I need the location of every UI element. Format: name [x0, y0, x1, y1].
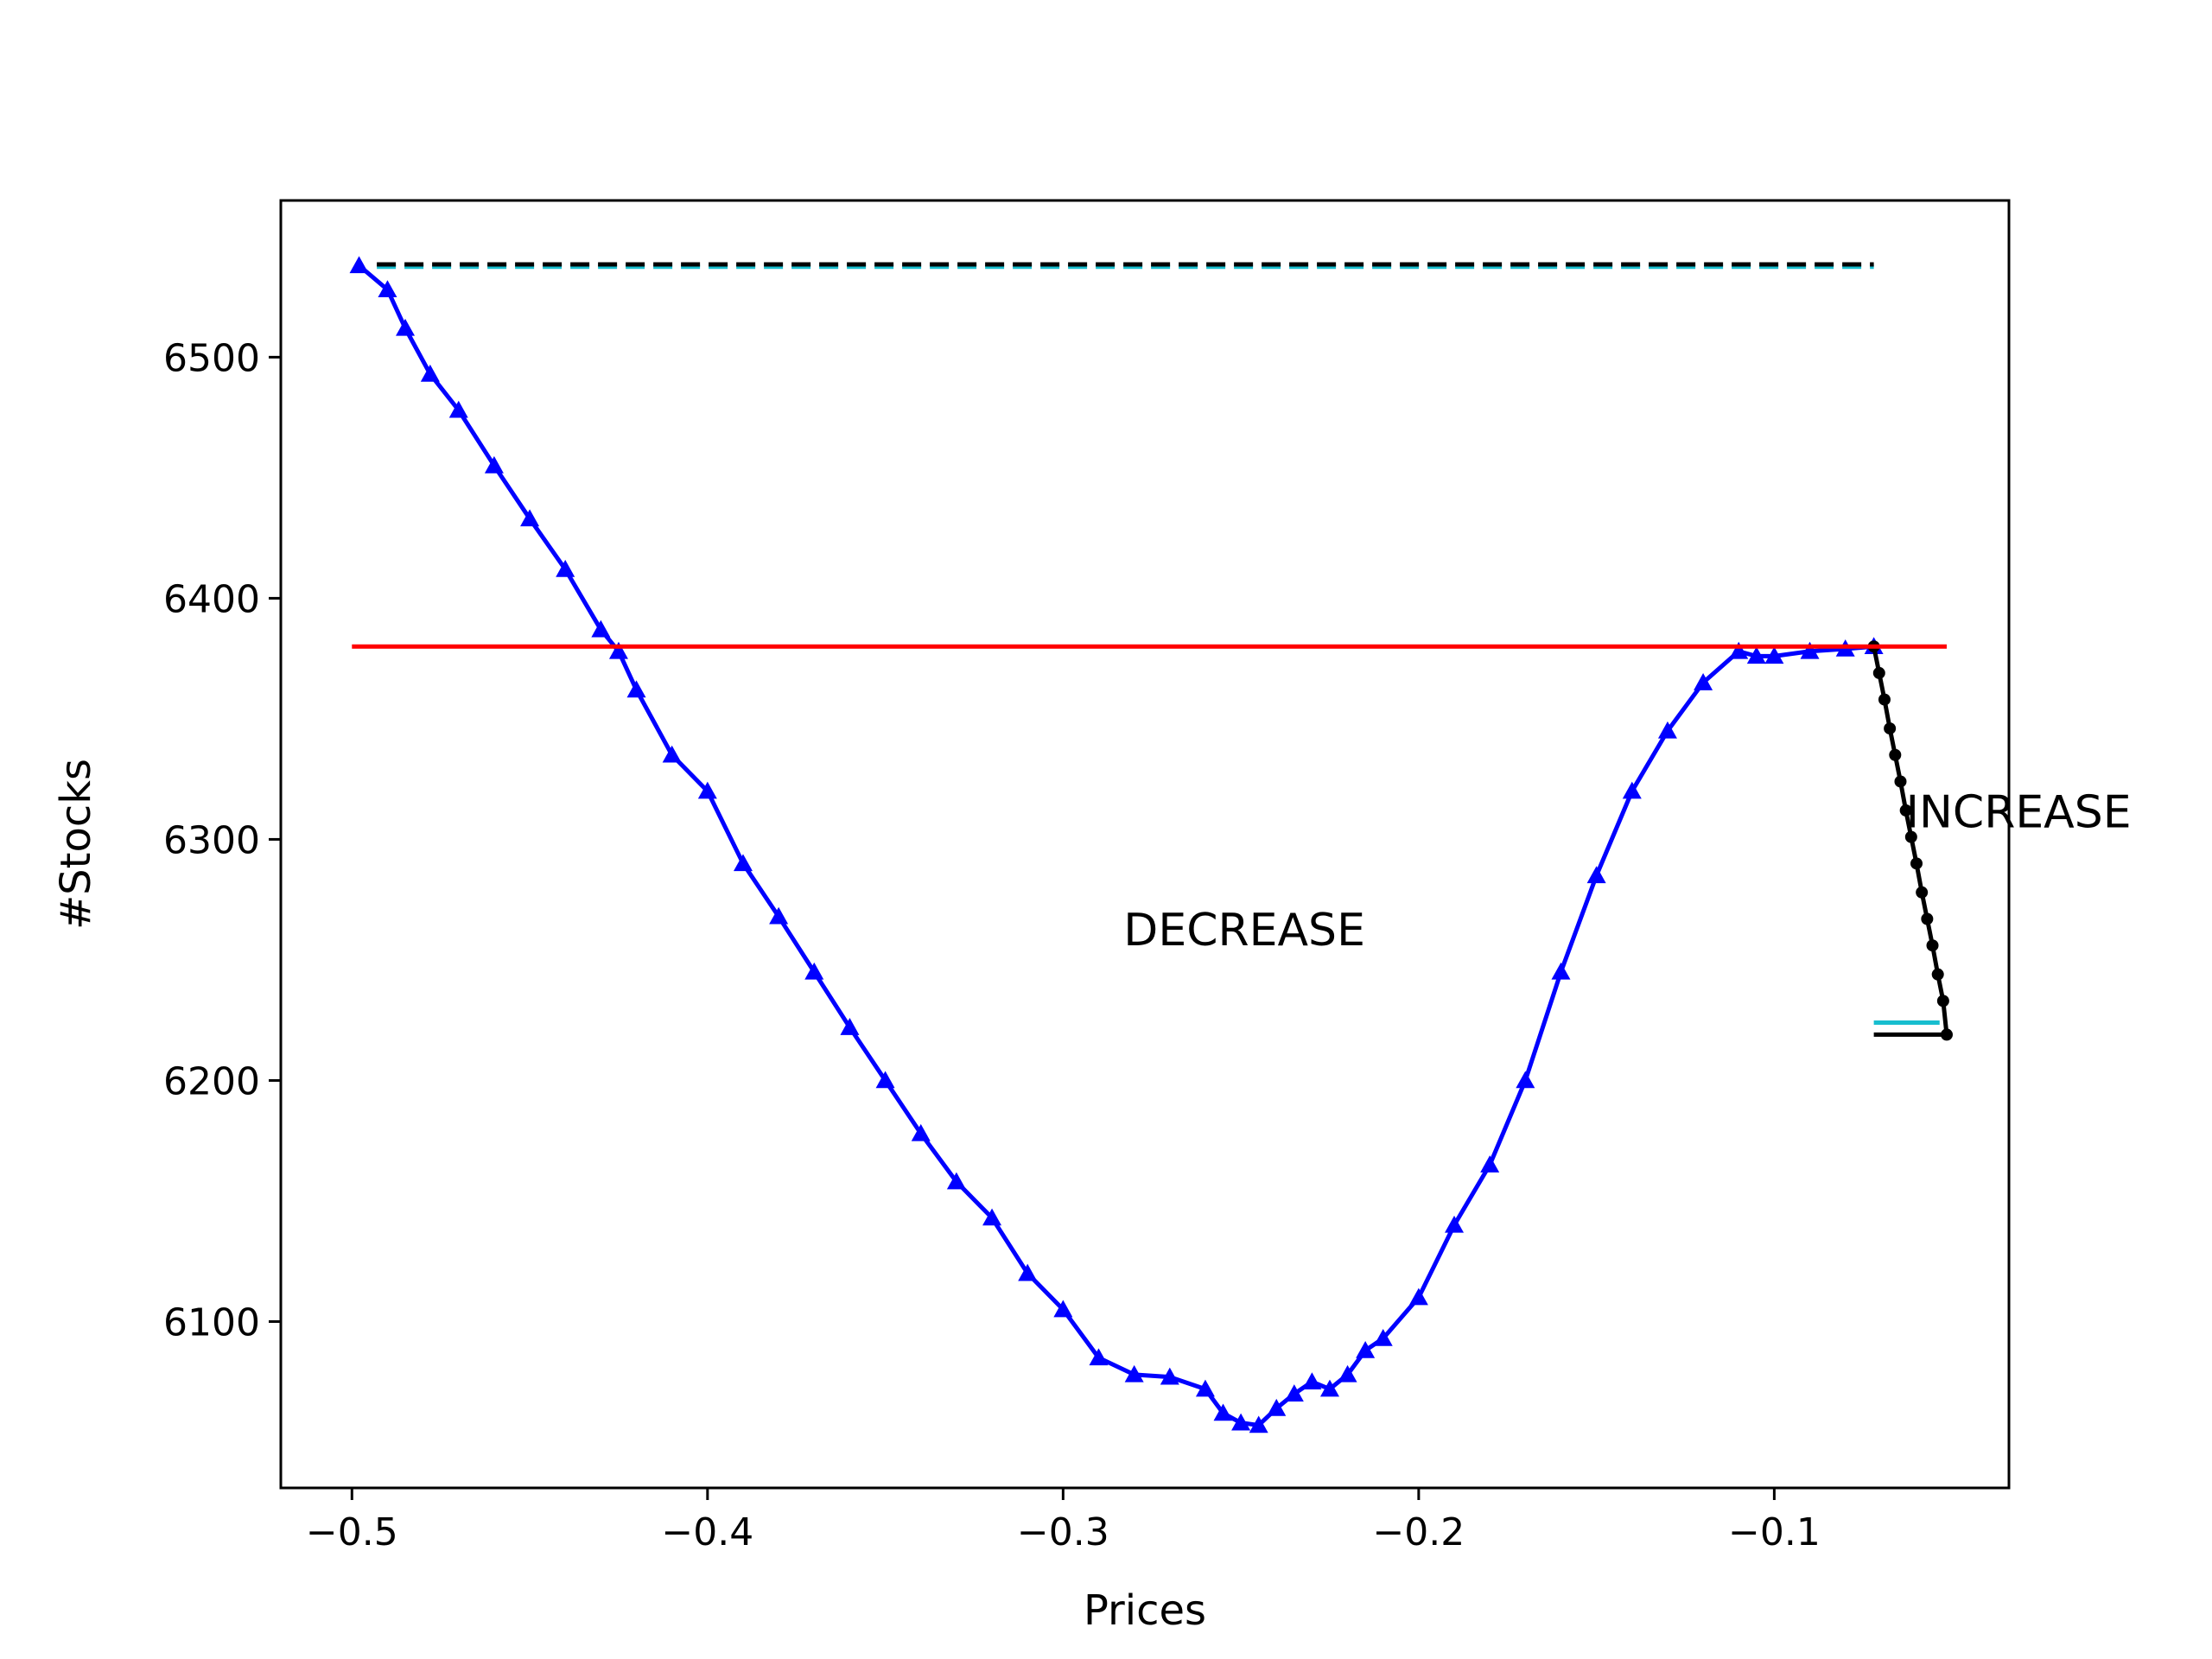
y-axis-label: #Stocks: [52, 759, 100, 930]
series-marker-dot: [1899, 804, 1912, 817]
series-marker-triangle: [420, 364, 440, 382]
series-marker-triangle: [804, 962, 824, 980]
series-marker-triangle: [875, 1071, 895, 1089]
series-marker-triangle: [520, 509, 540, 527]
series-marker-triangle: [448, 400, 468, 418]
series-marker-dot: [1921, 912, 1934, 925]
x-tick-label: −0.1: [1728, 1510, 1821, 1554]
annotation-label: INCREASE: [1906, 786, 2132, 838]
series-marker-triangle: [1302, 1372, 1322, 1390]
x-tick-label: −0.2: [1372, 1510, 1465, 1554]
series-marker-triangle: [1213, 1403, 1233, 1421]
series-marker-triangle: [1480, 1155, 1500, 1173]
series-marker-triangle: [608, 641, 628, 659]
series-marker-triangle: [1338, 1364, 1357, 1382]
series-marker-triangle: [911, 1123, 931, 1141]
x-tick-label: −0.3: [1017, 1510, 1109, 1554]
series-marker-triangle: [1516, 1071, 1535, 1089]
y-tick-label: 6200: [163, 1059, 260, 1103]
series-marker-triangle: [662, 745, 682, 763]
series-marker-triangle: [1586, 866, 1606, 884]
series-marker-triangle: [769, 906, 789, 925]
series-marker-dot: [1931, 968, 1944, 981]
series-marker-triangle: [1622, 781, 1642, 799]
series-marker-dot: [1872, 666, 1885, 679]
series-marker-triangle: [591, 620, 611, 638]
series-marker-dot: [1894, 775, 1907, 788]
y-axis: 6100 6200 6300 6400 6500: [163, 336, 281, 1344]
series-marker-triangle: [1408, 1287, 1428, 1306]
series-line-0: [357, 264, 1874, 1427]
series-marker-dot: [1910, 857, 1923, 870]
series-marker-triangle: [982, 1208, 1002, 1226]
x-tick-label: −0.5: [306, 1510, 398, 1554]
series-marker-triangle: [946, 1172, 966, 1190]
series-marker-dot: [1926, 939, 1939, 952]
annotation-label: DECREASE: [1123, 905, 1365, 957]
series-marker-triangle: [1694, 673, 1713, 690]
series-marker-triangle: [1746, 646, 1766, 664]
x-axis-label: Prices: [1084, 1586, 1206, 1635]
series-marker-triangle: [396, 318, 416, 336]
y-tick-label: 6100: [163, 1300, 260, 1344]
series-marker-triangle: [1160, 1367, 1179, 1385]
series-marker-triangle: [1729, 641, 1749, 659]
series-marker-dot: [1936, 995, 1949, 1007]
y-tick-label: 6500: [163, 336, 260, 380]
y-tick-label: 6300: [163, 818, 260, 862]
series-marker-triangle: [1445, 1215, 1465, 1233]
series-marker-triangle: [626, 680, 646, 698]
x-tick-label: −0.4: [661, 1510, 753, 1554]
series-layer: [349, 256, 1953, 1433]
series-marker-triangle: [1551, 962, 1571, 980]
series-marker-triangle: [1053, 1300, 1073, 1318]
series-marker-triangle: [1231, 1413, 1251, 1431]
series-marker-triangle: [1124, 1364, 1144, 1382]
series-marker-dot: [1889, 748, 1902, 761]
y-tick-label: 6400: [163, 577, 260, 621]
plot-frame: [279, 199, 2011, 1490]
series-marker-triangle: [484, 455, 504, 474]
series-marker-triangle: [556, 559, 575, 577]
series-marker-triangle: [1373, 1329, 1393, 1346]
series-marker-triangle: [1764, 646, 1784, 664]
series-marker-dot: [1916, 886, 1929, 899]
series-marker-triangle: [1249, 1415, 1268, 1433]
series-marker-triangle: [697, 781, 717, 799]
series-marker-triangle: [1195, 1379, 1215, 1397]
x-axis: −0.5 −0.4 −0.3 −0.2 −0.1: [306, 1488, 1821, 1554]
series-marker-dot: [1878, 693, 1891, 706]
series-marker-triangle: [1089, 1348, 1109, 1366]
series-marker-triangle: [1657, 721, 1677, 739]
series-marker-dot: [1884, 722, 1897, 735]
series-marker-dot: [1904, 830, 1917, 843]
series-marker-triangle: [378, 280, 397, 298]
series-marker-triangle: [1319, 1379, 1339, 1397]
series-marker-triangle: [1267, 1398, 1287, 1416]
series-marker-triangle: [840, 1018, 860, 1035]
series-marker-triangle: [1018, 1263, 1038, 1281]
series-marker-triangle: [1284, 1384, 1304, 1402]
series-marker-triangle: [1800, 641, 1820, 659]
series-marker-triangle: [733, 854, 753, 872]
annotations: DECREASE INCREASE: [1123, 786, 2131, 957]
series-marker-triangle: [349, 256, 369, 274]
series-marker-triangle: [1356, 1340, 1376, 1358]
series-marker-dot: [1940, 1028, 1953, 1041]
